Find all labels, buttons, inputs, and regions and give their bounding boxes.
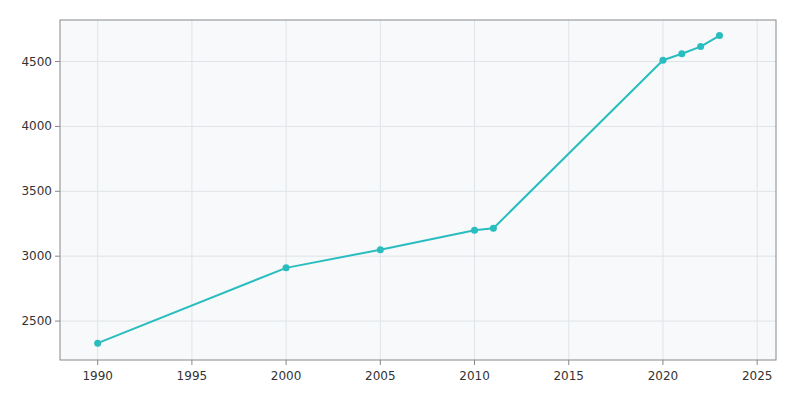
x-tick-label: 1990 bbox=[82, 369, 113, 383]
x-tick bbox=[286, 360, 287, 365]
point bbox=[94, 340, 101, 347]
chart-svg: 1990 1995 2000 2005 2010 2015 2020 2025 2500 3000… bbox=[0, 0, 800, 400]
x-grid-line bbox=[191, 20, 192, 360]
y-grid-line bbox=[60, 61, 776, 62]
point bbox=[659, 57, 666, 64]
x-tick bbox=[474, 360, 475, 365]
y-tick bbox=[55, 256, 60, 257]
plot-background bbox=[60, 20, 776, 360]
y-tick-label: 4500 bbox=[21, 55, 52, 69]
point bbox=[697, 43, 704, 50]
y-tick-label: 3000 bbox=[21, 249, 52, 263]
x-grid-line bbox=[474, 20, 475, 360]
x-grid-line bbox=[662, 20, 663, 360]
plot-frame bbox=[60, 20, 776, 360]
point bbox=[283, 264, 290, 271]
y-grid-line bbox=[60, 256, 776, 257]
y-tick bbox=[55, 126, 60, 127]
x-tick bbox=[97, 360, 98, 365]
point bbox=[678, 50, 685, 57]
y-grid-line bbox=[60, 321, 776, 322]
y-tick bbox=[55, 191, 60, 192]
x-tick-label: 2025 bbox=[742, 369, 773, 383]
y-tick bbox=[55, 321, 60, 322]
x-tick-label: 2015 bbox=[553, 369, 584, 383]
y-grid-line bbox=[60, 191, 776, 192]
x-tick-label: 2000 bbox=[271, 369, 302, 383]
point bbox=[471, 227, 478, 234]
y-tick-label: 4000 bbox=[21, 119, 52, 133]
x-tick bbox=[191, 360, 192, 365]
x-tick-label: 2020 bbox=[648, 369, 679, 383]
x-grid-line bbox=[380, 20, 381, 360]
x-grid-line bbox=[568, 20, 569, 360]
x-grid-line bbox=[757, 20, 758, 360]
y-grid-line bbox=[60, 126, 776, 127]
x-tick-label: 1995 bbox=[177, 369, 208, 383]
chart-container: 1990 1995 2000 2005 2010 2015 2020 2025 2500 3000… bbox=[0, 0, 800, 400]
x-tick bbox=[662, 360, 663, 365]
line bbox=[98, 36, 720, 344]
x-tick-label: 2010 bbox=[459, 369, 490, 383]
data-group bbox=[94, 32, 723, 347]
point bbox=[716, 32, 723, 39]
point bbox=[377, 246, 384, 253]
x-grid-line bbox=[286, 20, 287, 360]
y-tick-label: 3500 bbox=[21, 184, 52, 198]
x-tick bbox=[757, 360, 758, 365]
x-tick bbox=[380, 360, 381, 365]
grid bbox=[60, 20, 776, 360]
x-tick bbox=[568, 360, 569, 365]
axes: 1990 1995 2000 2005 2010 2015 2020 2025 2500 3000… bbox=[21, 20, 776, 383]
point bbox=[490, 225, 497, 232]
y-tick bbox=[55, 61, 60, 62]
x-tick-label: 2005 bbox=[365, 369, 396, 383]
y-tick-label: 2500 bbox=[21, 314, 52, 328]
x-grid-line bbox=[97, 20, 98, 360]
